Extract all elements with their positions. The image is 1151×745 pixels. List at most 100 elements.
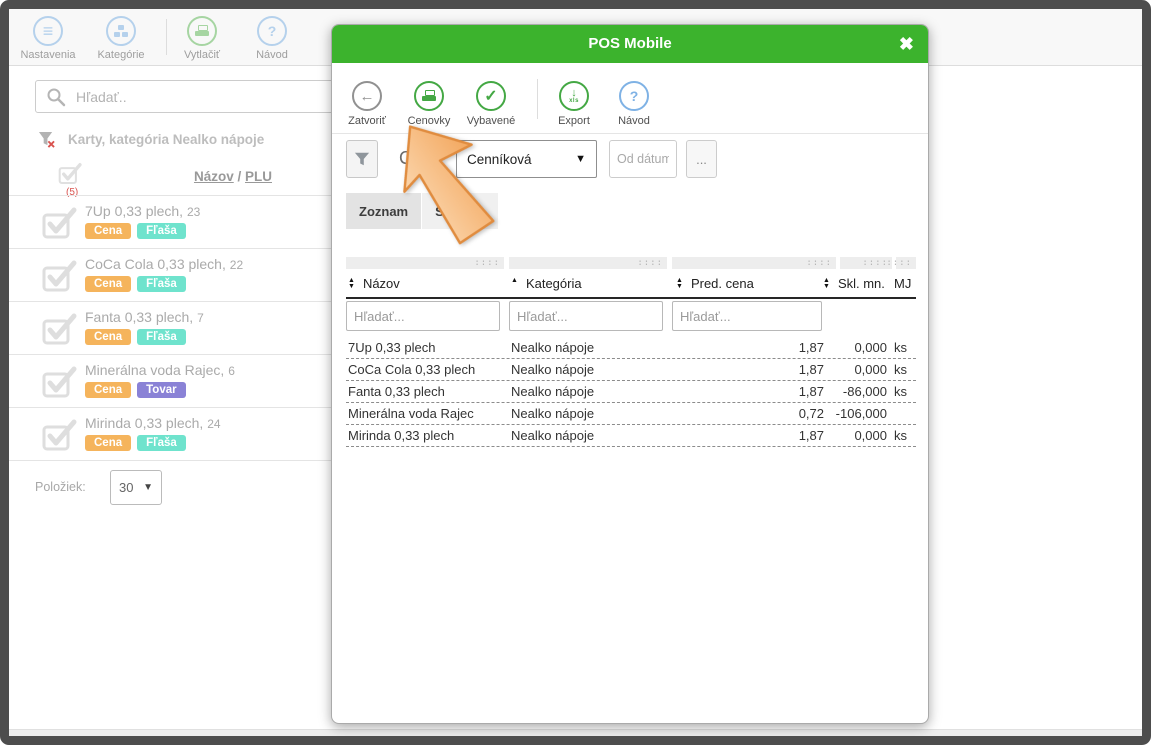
modal-toolbar-button[interactable]: Export (547, 81, 601, 127)
sidebar-filter-title-row: Karty, kategória Nealko nápoje (38, 131, 264, 148)
table-row[interactable]: Minerálna voda Rajec Nealko nápoje 0,72 … (346, 403, 916, 425)
price-label: Cena (399, 148, 443, 168)
export-xls-icon (569, 88, 579, 104)
toolbar-divider (166, 19, 167, 55)
list-item[interactable]: Mirinda 0,33 plech, 24 Cena Fľaša (9, 408, 339, 461)
item-plu: 24 (207, 417, 221, 431)
sort-by-name-link[interactable]: Názov (193, 169, 234, 184)
more-options-button[interactable]: ... (686, 140, 717, 178)
filter-button[interactable] (346, 140, 378, 178)
close-icon[interactable]: ✖ (898, 34, 914, 54)
toolbar-group-left: Nastavenia Kategórie (13, 16, 156, 61)
item-badges: Cena Fľaša (85, 329, 186, 345)
modal-toolbar: Zatvoriť Cenovky Vybavené (332, 63, 928, 134)
cell-kategoria: Nealko nápoje (511, 362, 595, 377)
table-row[interactable]: 7Up 0,33 plech Nealko nápoje 1,87 0,000 … (346, 337, 916, 359)
sort-links: Názov / PLU (193, 169, 272, 184)
chevron-down-icon: ▼ (575, 153, 586, 165)
list-item[interactable]: CoCa Cola 0,33 plech, 22 Cena Fľaša (9, 249, 339, 302)
filter-remove-icon[interactable] (38, 131, 55, 148)
date-from-input[interactable] (609, 140, 677, 178)
column-header-skl-mn[interactable]: ▲ ▼ Skl. mn. (823, 276, 885, 291)
column-drag-handle[interactable] (896, 257, 916, 269)
item-badges: Cena Fľaša (85, 276, 186, 292)
badge: Tovar (137, 382, 186, 398)
tab-zoznam[interactable]: Zoznam (346, 193, 422, 229)
printer-icon (195, 25, 209, 37)
modal-toolbar-divider (537, 79, 538, 119)
menu-icon (43, 22, 54, 40)
page-size-select[interactable]: 30 ▼ (110, 470, 162, 505)
column-header-kategoria[interactable]: ▲▼Kategória (511, 276, 582, 291)
sort-by-plu-link[interactable]: PLU (245, 169, 272, 184)
cell-nazov: CoCa Cola 0,33 plech (348, 362, 476, 377)
tab-schema[interactable]: Schéma (422, 193, 498, 229)
sort-icon: ▲▼ (511, 276, 518, 284)
list-item[interactable]: Fanta 0,33 plech, 7 Cena Fľaša (9, 302, 339, 355)
column-drag-handle[interactable] (672, 257, 836, 269)
modal-toolbar-label: Export (558, 115, 590, 127)
toolbar-button-label: Návod (256, 49, 288, 61)
checkbox-checked-icon[interactable] (40, 415, 80, 455)
cell-pred-cena: 1,87 (798, 362, 824, 377)
table-row[interactable]: CoCa Cola 0,33 plech Nealko nápoje 1,87 … (346, 359, 916, 381)
table-body: 7Up 0,33 plech Nealko nápoje 1,87 0,000 … (346, 337, 916, 447)
column-drag-handle[interactable] (840, 257, 892, 269)
toolbar-button[interactable]: Vytlačiť (167, 16, 237, 61)
sort-icon: ▲▼ (823, 276, 830, 290)
badge: Fľaša (137, 329, 186, 345)
cell-nazov: 7Up 0,33 plech (348, 340, 436, 355)
item-plu: 6 (228, 364, 235, 378)
modal-toolbar-label: Návod (618, 115, 650, 127)
list-item[interactable]: Minerálna voda Rajec, 6 Cena Tovar (9, 355, 339, 408)
column-header-nazov[interactable]: ▲ ▼ Názov (348, 276, 400, 291)
toolbar-button-label: Vytlačiť (183, 49, 221, 61)
list-item[interactable]: 7Up 0,33 plech, 23 Cena Fľaša (9, 196, 339, 249)
cell-skl-mn: 0,000 (854, 362, 887, 377)
toolbar-button[interactable]: Kategórie (86, 16, 156, 61)
filter-input-pred-cena[interactable] (672, 301, 822, 331)
toolbar-button[interactable]: Nastavenia (13, 16, 83, 61)
item-badges: Cena Fľaša (85, 223, 186, 239)
badge: Cena (85, 435, 132, 451)
checkbox-checked-icon[interactable] (40, 362, 80, 402)
printer-icon (422, 90, 436, 102)
search-input[interactable] (76, 88, 380, 105)
column-drag-handle[interactable] (346, 257, 504, 269)
select-all-checkbox[interactable] (57, 160, 84, 187)
price-type-select[interactable]: Cenníková ▼ (456, 140, 597, 178)
modal-title: POS Mobile (588, 35, 672, 52)
toolbar-button[interactable]: Návod (237, 16, 307, 61)
table-row[interactable]: Mirinda 0,33 plech Nealko nápoje 1,87 0,… (346, 425, 916, 447)
grip-icon (886, 258, 912, 268)
item-title: Mirinda 0,33 plech, 24 (85, 415, 221, 431)
bottom-strip (9, 729, 1142, 736)
filter-input-kategoria[interactable] (509, 301, 663, 331)
grip-icon (474, 258, 500, 268)
cell-mj: ks (894, 362, 907, 377)
table-header: ▲▼Názov ▲▼Kategória ▲▼Pred. cena ▲▼Skl. … (346, 270, 916, 299)
help-icon (630, 88, 639, 104)
modal-toolbar-button[interactable]: Zatvoriť (340, 81, 394, 127)
modal-toolbar-button[interactable]: Cenovky (402, 81, 456, 127)
toolbar-group-right: Vytlačiť Návod (167, 16, 307, 61)
item-plu: 22 (229, 258, 244, 272)
modal-toolbar-button[interactable]: Návod (607, 81, 661, 127)
checkbox-checked-icon[interactable] (40, 203, 80, 243)
item-plu: 7 (197, 311, 204, 325)
column-drag-handle[interactable] (509, 257, 667, 269)
column-header-pred-cena[interactable]: ▲ ▼ Pred. cena (676, 276, 754, 291)
filter-input-nazov[interactable] (346, 301, 500, 331)
item-plu: 23 (186, 205, 201, 219)
item-title: CoCa Cola 0,33 plech, 22 (85, 256, 244, 272)
grip-icon (637, 258, 663, 268)
checkbox-checked-icon[interactable] (40, 256, 80, 296)
cell-kategoria: Nealko nápoje (511, 384, 595, 399)
modal-toolbar-button[interactable]: Vybavené (464, 81, 518, 127)
checkbox-checked-icon[interactable] (40, 309, 80, 349)
cell-nazov: Fanta 0,33 plech (348, 384, 445, 399)
badge: Cena (85, 382, 132, 398)
item-badges: Cena Fľaša (85, 435, 186, 451)
table-row[interactable]: Fanta 0,33 plech Nealko nápoje 1,87 -86,… (346, 381, 916, 403)
